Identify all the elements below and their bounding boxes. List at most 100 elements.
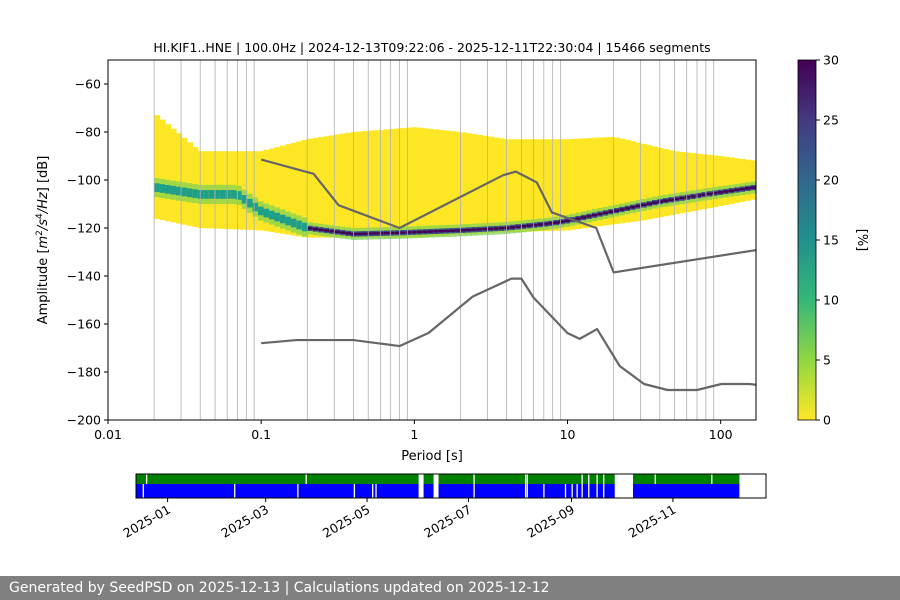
psd-cell bbox=[340, 231, 347, 234]
y-tick-label: −80 bbox=[75, 125, 101, 140]
psd-cell bbox=[750, 160, 756, 200]
psd-cell bbox=[394, 128, 401, 238]
x-axis-ticks: 0.01 0.1 1 10 100 bbox=[94, 420, 733, 442]
psd-cell bbox=[356, 131, 363, 238]
y-tick-label: −120 bbox=[67, 221, 101, 236]
psd-cell bbox=[635, 204, 642, 208]
psd-cell bbox=[597, 212, 604, 216]
psd-cell bbox=[236, 191, 243, 200]
psd-cell bbox=[345, 232, 352, 235]
psd-cell bbox=[646, 202, 653, 205]
psd-cell bbox=[312, 227, 319, 231]
psd-cell bbox=[323, 229, 330, 232]
psd-cell bbox=[487, 227, 494, 231]
psd-cell bbox=[263, 208, 270, 218]
psd-cell bbox=[186, 188, 194, 198]
psd-cell bbox=[608, 210, 615, 213]
psd-cell bbox=[591, 137, 598, 227]
psd-cell bbox=[482, 227, 489, 231]
colorbar-tick-label: 25 bbox=[823, 113, 839, 128]
psd-cell bbox=[701, 193, 708, 196]
footer-text: Generated by SeedPSD on 2025-12-13 | Cal… bbox=[9, 580, 550, 596]
psd-cell bbox=[351, 232, 358, 236]
psd-cell bbox=[673, 197, 680, 201]
psd-cell bbox=[553, 139, 560, 231]
psd-cell bbox=[734, 188, 741, 192]
psd-cell bbox=[455, 131, 462, 235]
psd-cell bbox=[569, 138, 577, 230]
psd-cell bbox=[509, 226, 516, 229]
psd-cell bbox=[586, 138, 593, 228]
psd-cell bbox=[613, 137, 620, 224]
psd-cell bbox=[389, 231, 396, 235]
psd-cell bbox=[247, 198, 254, 208]
colorbar-tick-label: 30 bbox=[823, 53, 839, 68]
psd-cell bbox=[165, 185, 172, 194]
availability-bars bbox=[136, 474, 740, 498]
availability-gap bbox=[526, 474, 528, 498]
psd-cell bbox=[662, 199, 670, 202]
psd-cell bbox=[252, 202, 259, 212]
psd-cell bbox=[646, 145, 653, 220]
psd-cell bbox=[728, 189, 735, 192]
plot-frame bbox=[107, 59, 757, 421]
availability-gap bbox=[473, 474, 475, 498]
psd-cell bbox=[367, 130, 374, 238]
psd-cell bbox=[274, 212, 281, 222]
psd-cell bbox=[695, 194, 702, 197]
psd-cell bbox=[422, 230, 429, 233]
psd-cell bbox=[312, 137, 319, 238]
psd-cell bbox=[668, 198, 675, 202]
y-tick-label: −140 bbox=[67, 269, 101, 284]
colorbar-ticks: 0 5 10 15 20 25 30 bbox=[816, 53, 839, 428]
psd-cell bbox=[372, 130, 380, 238]
psd-cell bbox=[367, 232, 374, 235]
psd-cell bbox=[307, 227, 314, 230]
psd-cell bbox=[520, 139, 527, 232]
psd-cell bbox=[362, 131, 369, 238]
psd-cell bbox=[181, 187, 188, 197]
psd-cell bbox=[476, 135, 484, 234]
psd-cell bbox=[176, 133, 183, 224]
psd-cell bbox=[586, 215, 593, 218]
y-label-part: ] [dB] bbox=[36, 156, 51, 193]
psd-cell bbox=[712, 191, 719, 195]
psd-cell bbox=[542, 222, 549, 226]
y-tick-label: −100 bbox=[67, 173, 101, 188]
colorbar-tick-label: 10 bbox=[823, 293, 839, 308]
psd-cell bbox=[706, 154, 713, 209]
vertical-gridlines bbox=[153, 60, 715, 420]
psd-cell bbox=[652, 201, 659, 204]
psd-cell bbox=[471, 134, 478, 234]
psd-cell bbox=[717, 155, 724, 207]
colorbar-tick-label: 15 bbox=[823, 233, 839, 248]
nhnm-line bbox=[260, 158, 756, 274]
x-tick-label: 10 bbox=[560, 427, 576, 442]
psd-cell bbox=[542, 139, 549, 232]
footer-banner: Generated by SeedPSD on 2025-12-13 | Cal… bbox=[0, 576, 900, 600]
psd-cell bbox=[537, 223, 544, 226]
psd-cell bbox=[159, 119, 166, 221]
psd-cell bbox=[624, 140, 631, 223]
availability-gap bbox=[543, 484, 545, 498]
psd-cell bbox=[745, 159, 752, 201]
psd-cell bbox=[334, 230, 341, 234]
y-axis-label: Amplitude [m2/s4/Hz] [dB] bbox=[35, 156, 51, 325]
psd-cell bbox=[438, 229, 445, 233]
psd-cell bbox=[487, 136, 494, 233]
psd-cell bbox=[427, 128, 434, 237]
psd-cell bbox=[241, 195, 248, 204]
psd-cell bbox=[668, 150, 675, 216]
psd-cell bbox=[307, 138, 314, 238]
availability-gap bbox=[571, 484, 573, 498]
psd-cell bbox=[165, 124, 172, 222]
psd-cell bbox=[619, 208, 626, 211]
x-tick-label: 0.01 bbox=[94, 427, 122, 442]
psd-cell bbox=[290, 142, 297, 236]
x-tick-label: 1 bbox=[410, 427, 418, 442]
psd-cell bbox=[504, 139, 511, 233]
availability-gap bbox=[353, 484, 356, 498]
availability-chart: 2025-01 2025-03 2025-05 2025-07 2025-09 2025-… bbox=[120, 473, 767, 541]
psd-cell bbox=[444, 229, 451, 233]
